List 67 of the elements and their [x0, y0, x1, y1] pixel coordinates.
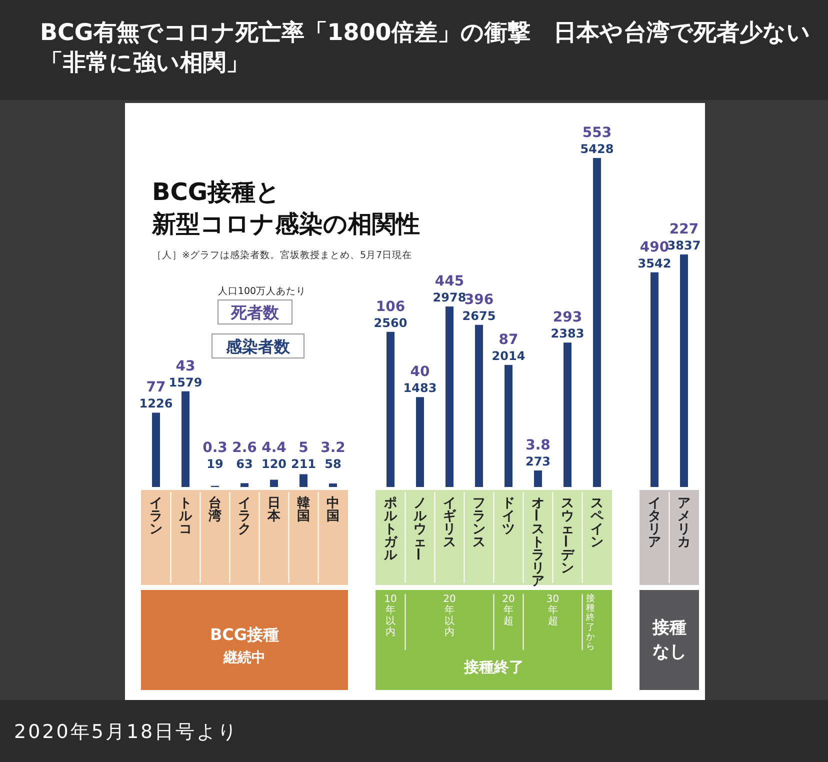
annotation: 293 — [552, 310, 582, 326]
data-label: 3837 — [667, 238, 701, 252]
x-tick-label: ドイツ — [502, 496, 515, 537]
text: 接種なし — [651, 618, 686, 662]
annotation: 40 — [410, 364, 430, 380]
x-tick-label: 日本 — [266, 496, 282, 524]
x-tick-label: アメリカ — [678, 496, 690, 550]
x-tick-label: ノルウェー — [410, 496, 428, 560]
data-label: 1579 — [168, 375, 202, 390]
data-label: 3542 — [638, 256, 672, 270]
text: BCG接種 — [210, 625, 280, 644]
text: 継続中 — [222, 650, 266, 666]
x-tick-label: ポルトガル — [383, 496, 398, 563]
text: 接種終了 — [462, 658, 524, 676]
data-label: 58 — [324, 457, 342, 471]
text: BCG有無でコロナ死亡率「1800倍差」の衝撃 日本や台湾で死者少ない「非常に強い相関」 — [40, 19, 812, 78]
x-tick-label: イタリア — [648, 496, 661, 550]
data-label: 120 — [261, 457, 287, 471]
x-tick-label: イラン — [150, 496, 162, 537]
x-tick-label: トルコ — [178, 496, 193, 537]
annotation: 227 — [669, 221, 699, 238]
x-tick-label: イギリス — [443, 496, 457, 550]
annotation: 人口100万人あたり — [218, 286, 306, 297]
x-tick-label: スウェーデン — [557, 496, 575, 576]
annotation: 490 — [640, 239, 670, 256]
text: BCG接種と新型コロナ感染の相関性 — [151, 178, 420, 238]
text: 20年超 — [502, 594, 515, 627]
annotation: 3.8 — [526, 437, 550, 454]
data-label: 63 — [236, 457, 253, 471]
annotation: 43 — [176, 358, 196, 374]
annotation: 396 — [464, 292, 494, 308]
text: 接種終了から — [584, 593, 595, 652]
data-label: 2978 — [432, 290, 466, 304]
annotation: 4.4 — [262, 440, 287, 456]
annotation: 87 — [498, 332, 518, 348]
data-label: 1226 — [139, 396, 173, 411]
x-tick-label: 中国 — [326, 496, 340, 524]
x-tick-label: 台湾 — [208, 495, 222, 524]
annotation: 553 — [582, 125, 612, 141]
text: 20年以内 — [443, 594, 456, 638]
data-label: 5428 — [580, 142, 614, 156]
x-tick-label: スペイン — [590, 496, 604, 550]
text: 2020年5月18日号より — [14, 721, 239, 743]
data-label: 2383 — [550, 326, 584, 341]
annotation: 77 — [146, 380, 166, 396]
x-tick-label: オーストラリア — [528, 496, 544, 589]
data-label: 2014 — [492, 348, 526, 363]
annotation: 445 — [434, 274, 464, 290]
data-label: 19 — [206, 457, 224, 471]
text: 30年超 — [546, 594, 560, 627]
annotation: 0.3 — [202, 440, 228, 456]
x-tick-label: フランス — [472, 496, 486, 550]
annotation: 感染者数 — [225, 337, 291, 356]
data-label: 2675 — [462, 308, 496, 323]
annotation: 3.2 — [320, 440, 346, 456]
data-label: 273 — [525, 454, 551, 468]
annotation: 106 — [376, 298, 406, 315]
data-label: 1483 — [403, 381, 437, 396]
data-label: 211 — [290, 457, 316, 471]
x-tick-label: 韓国 — [297, 496, 310, 524]
annotation: 5 — [298, 440, 308, 456]
text: ［人］※グラフは感染者数。宮坂教授まとめ、5月7日現在 — [152, 249, 412, 261]
data-label: 2560 — [374, 316, 408, 330]
text: 10年以内 — [384, 594, 397, 638]
annotation: 死者数 — [230, 303, 280, 322]
x-tick-label: イラク — [238, 496, 251, 537]
annotation: 2.6 — [232, 440, 257, 456]
